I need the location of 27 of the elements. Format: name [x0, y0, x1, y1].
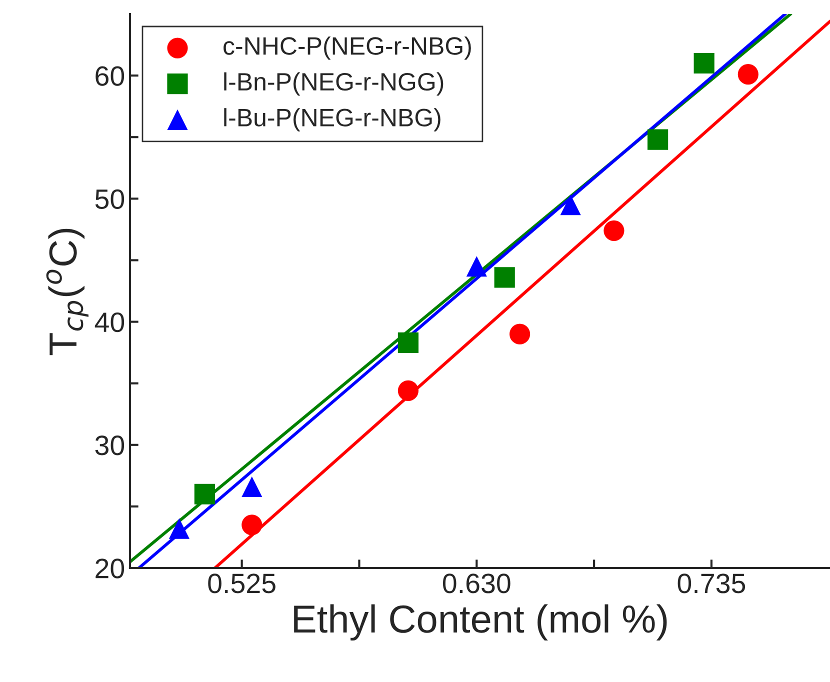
legend-label: c-NHC-P(NEG-r-NBG)	[224, 36, 471, 60]
y-tick-label: 50	[95, 189, 124, 210]
y-axis-title: T$_{cp}$($^{o}$C)	[46, 228, 88, 356]
point	[398, 332, 419, 354]
point	[647, 129, 668, 150]
legend-label: l-Bn-P(NEG-r-NGG)	[224, 72, 444, 96]
legend-label: l-Bu-P(NEG-r-NBG)	[224, 108, 440, 132]
y-tick-label: 20	[96, 558, 124, 578]
point	[738, 64, 758, 85]
point	[168, 518, 190, 539]
point	[510, 324, 530, 344]
point	[242, 514, 262, 536]
point	[398, 380, 419, 402]
point	[466, 256, 487, 277]
point	[560, 194, 581, 216]
point	[604, 220, 624, 241]
point	[194, 484, 215, 504]
y-tick-label: 40	[94, 312, 124, 332]
point	[694, 52, 714, 74]
x-tick-label: 0.630	[442, 574, 510, 594]
point	[494, 267, 515, 288]
y-tick-label: 30	[95, 436, 124, 456]
x-tick-label: 0.525	[208, 574, 276, 594]
x-axis-title: Ethyl Content (mol %)	[294, 604, 667, 641]
x-tick-label: 0.735	[678, 574, 746, 594]
point	[242, 476, 262, 498]
y-tick-label: 60	[96, 66, 124, 86]
